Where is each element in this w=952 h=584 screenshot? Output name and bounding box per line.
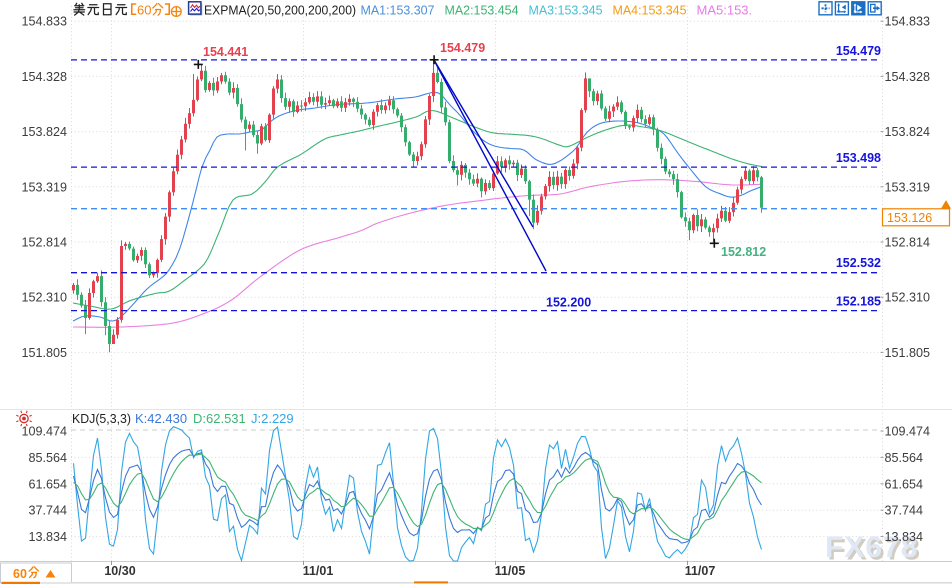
svg-text:152.814: 152.814 bbox=[885, 236, 931, 250]
svg-text:FX678: FX678 bbox=[828, 534, 921, 567]
svg-text:153.126: 153.126 bbox=[887, 211, 932, 225]
svg-text:152.310: 152.310 bbox=[21, 291, 67, 305]
svg-text:152.532: 152.532 bbox=[836, 256, 881, 270]
svg-text:85.564: 85.564 bbox=[28, 451, 67, 465]
svg-text:152.814: 152.814 bbox=[21, 236, 67, 250]
svg-text:152.200: 152.200 bbox=[546, 296, 591, 310]
svg-text:37.744: 37.744 bbox=[885, 504, 924, 518]
svg-text:MA4:153.345: MA4:153.345 bbox=[613, 3, 687, 18]
svg-text:61.654: 61.654 bbox=[28, 477, 67, 491]
svg-text:153.498: 153.498 bbox=[836, 151, 881, 165]
svg-text:153.824: 153.824 bbox=[885, 125, 931, 139]
svg-text:J:2.229: J:2.229 bbox=[251, 411, 294, 426]
svg-text:D:62.531: D:62.531 bbox=[193, 411, 246, 426]
svg-text:37.744: 37.744 bbox=[28, 504, 67, 518]
svg-text:152.310: 152.310 bbox=[885, 291, 931, 305]
svg-text:154.479: 154.479 bbox=[836, 44, 881, 58]
svg-text:13.834: 13.834 bbox=[28, 530, 67, 544]
svg-text:10/30: 10/30 bbox=[104, 564, 135, 578]
svg-text:11/05: 11/05 bbox=[495, 564, 526, 578]
svg-text:KDJ(5,3,3): KDJ(5,3,3) bbox=[72, 411, 131, 426]
svg-text:154.328: 154.328 bbox=[885, 70, 931, 84]
svg-text:154.328: 154.328 bbox=[21, 70, 67, 84]
svg-text:EXPMA(20,50,200,200,200): EXPMA(20,50,200,200,200) bbox=[204, 3, 356, 18]
svg-text:151.805: 151.805 bbox=[21, 346, 67, 360]
svg-text:85.564: 85.564 bbox=[885, 451, 924, 465]
svg-text:109.474: 109.474 bbox=[21, 425, 67, 439]
svg-text:154.833: 154.833 bbox=[885, 15, 931, 29]
svg-text:60: 60 bbox=[137, 3, 151, 18]
svg-text:152.812: 152.812 bbox=[721, 245, 766, 259]
svg-text:61.654: 61.654 bbox=[885, 477, 924, 491]
svg-text:MA3:153.345: MA3:153.345 bbox=[529, 3, 603, 18]
svg-text:FX678: FX678 bbox=[825, 531, 918, 564]
svg-text:11/01: 11/01 bbox=[303, 564, 334, 578]
svg-text:153.824: 153.824 bbox=[21, 125, 67, 139]
svg-text:109.474: 109.474 bbox=[885, 425, 931, 439]
svg-text:153.319: 153.319 bbox=[21, 180, 67, 194]
svg-text:151.805: 151.805 bbox=[885, 346, 931, 360]
svg-text:MA1:153.307: MA1:153.307 bbox=[361, 3, 435, 18]
svg-text:MA2:153.454: MA2:153.454 bbox=[445, 3, 519, 18]
svg-text:154.479: 154.479 bbox=[440, 41, 485, 55]
svg-text:11/07: 11/07 bbox=[685, 564, 716, 578]
svg-text:153.319: 153.319 bbox=[885, 180, 931, 194]
svg-text:152.185: 152.185 bbox=[836, 295, 881, 309]
svg-text:13.834: 13.834 bbox=[885, 530, 924, 544]
svg-text:K:42.430: K:42.430 bbox=[135, 411, 187, 426]
svg-text:MA5:153.: MA5:153. bbox=[697, 3, 753, 18]
svg-text:154.833: 154.833 bbox=[21, 15, 67, 29]
svg-text:60: 60 bbox=[13, 567, 27, 581]
svg-text:154.441: 154.441 bbox=[203, 45, 248, 59]
